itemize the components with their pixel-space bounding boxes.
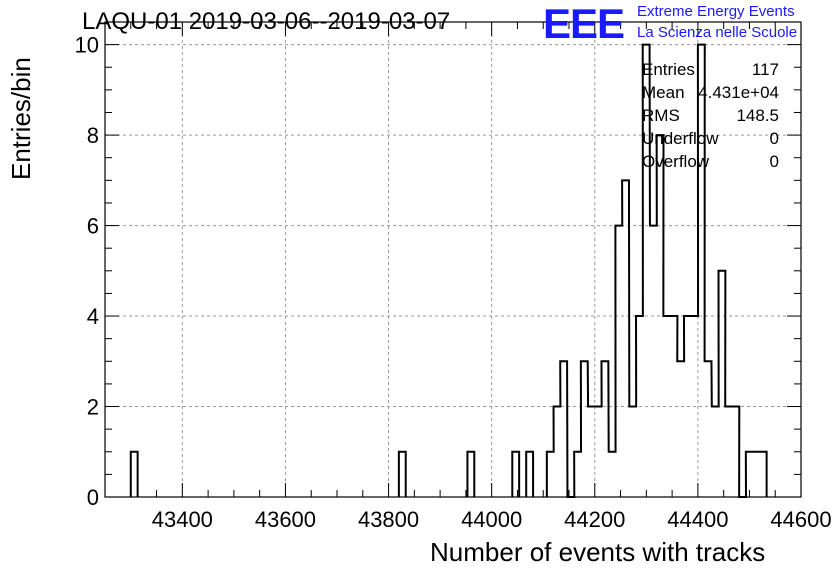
histogram-bin: [705, 361, 712, 497]
histogram-bin: [399, 452, 406, 497]
y-tick-label: 10: [75, 33, 99, 58]
x-tick-label: 43800: [358, 507, 419, 532]
y-tick-label: 0: [87, 485, 99, 510]
histogram-bin: [712, 407, 719, 497]
histogram-bin: [609, 452, 616, 497]
histogram-line: [129, 43, 768, 498]
histogram-bin: [753, 452, 760, 497]
histogram-bin: [629, 407, 636, 497]
histogram-bin: [588, 407, 595, 497]
logo-line-2: La Scienza nelle Scuole: [637, 24, 798, 41]
histogram-bin: [677, 361, 684, 497]
x-tick-label: 44000: [461, 507, 522, 532]
x-tick-label: 43600: [255, 507, 316, 532]
y-tick-label: 4: [87, 304, 99, 329]
stat-value-underflow: 0: [769, 129, 779, 148]
histogram-bin: [725, 407, 732, 497]
x-tick-label: 44200: [564, 507, 625, 532]
stat-label-rms: RMS: [642, 106, 680, 125]
y-tick-label: 8: [87, 123, 99, 148]
eee-logo-mark: EEE: [543, 0, 625, 47]
x-axis-label: Number of events with tracks: [430, 537, 766, 567]
histogram-bin: [512, 452, 519, 497]
stat-label-underflow: Underflow: [642, 129, 719, 148]
histogram-bin: [526, 452, 533, 497]
stat-label-overflow: Overflow: [642, 152, 710, 171]
logo-line-1: Extreme Energy Events: [637, 3, 795, 20]
x-tick-label: 44600: [770, 507, 831, 532]
y-axis-label: Entries/bin: [6, 57, 36, 180]
histogram-bin: [595, 407, 602, 497]
histogram-bin: [650, 226, 657, 497]
chart-title: LAQU-01 2019-03-06--2019-03-07: [82, 8, 451, 35]
stat-label-entries: Entries: [642, 60, 695, 79]
plot-frame: [104, 21, 802, 498]
stat-value-rms: 148.5: [736, 106, 779, 125]
x-tick-label: 43400: [152, 507, 213, 532]
stat-value-overflow: 0: [769, 152, 779, 171]
histogram-bin: [131, 452, 138, 497]
histogram-bin: [547, 452, 554, 497]
y-tick-label: 6: [87, 214, 99, 239]
y-tick-label: 2: [87, 395, 99, 420]
x-tick-label: 44400: [667, 507, 728, 532]
stat-value-entries: 117: [751, 60, 779, 79]
histogram-bin: [622, 180, 629, 497]
stat-label-mean: Mean: [642, 83, 685, 102]
histogram-bin: [467, 452, 474, 497]
histogram-bin: [760, 452, 767, 497]
stat-value-mean: 4.431e+04: [698, 83, 779, 102]
